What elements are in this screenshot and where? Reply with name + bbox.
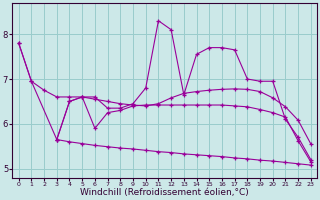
X-axis label: Windchill (Refroidissement éolien,°C): Windchill (Refroidissement éolien,°C) xyxy=(80,188,249,197)
